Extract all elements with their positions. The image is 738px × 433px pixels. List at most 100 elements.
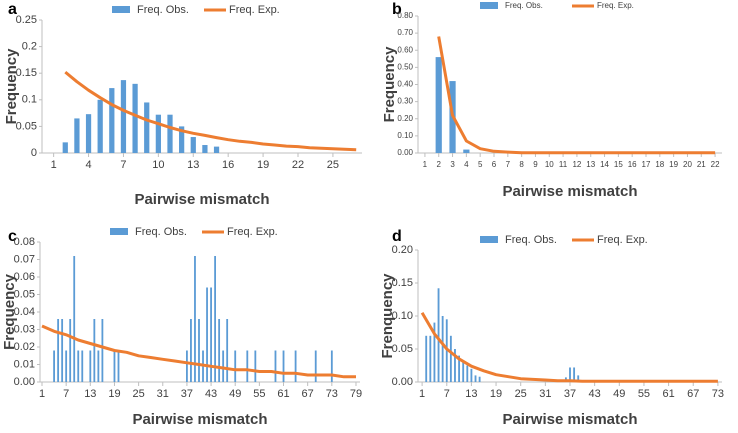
x-tick-label: 13 <box>465 388 477 400</box>
legend-swatch <box>480 2 498 9</box>
x-tick-label: 22 <box>711 160 720 169</box>
bar <box>206 287 208 382</box>
x-tick-label: 2 <box>437 160 442 169</box>
bar <box>186 350 188 382</box>
x-tick-label: 15 <box>614 160 623 169</box>
bar <box>429 335 432 382</box>
bar <box>85 114 92 153</box>
y-tick-label: 0.20 <box>397 114 413 123</box>
bar <box>470 368 473 382</box>
y-tick-label: 0.06 <box>14 271 35 283</box>
y-tick-label: 0.01 <box>14 358 35 370</box>
x-tick-label: 67 <box>302 388 314 400</box>
x-tick-label: 10 <box>545 160 554 169</box>
x-tick-label: 11 <box>559 160 568 169</box>
y-tick-label: 0.04 <box>14 306 35 318</box>
x-tick-label: 19 <box>108 388 120 400</box>
legend-swatch <box>112 6 130 13</box>
x-tick-label: 25 <box>132 388 144 400</box>
bar <box>314 350 317 382</box>
y-tick-label: 0.2 <box>22 41 37 53</box>
bar <box>73 256 76 382</box>
y-tick-label: 0.10 <box>397 131 413 140</box>
x-tick-label: 12 <box>572 160 581 169</box>
legend-label: Freq. Exp. <box>597 234 648 246</box>
x-tick-label: 49 <box>613 388 625 400</box>
bar <box>65 350 68 382</box>
bar <box>109 88 115 153</box>
legend-label: Freq. Obs. <box>505 234 557 246</box>
x-tick-label: 37 <box>181 388 193 400</box>
bar <box>435 57 442 153</box>
bar <box>214 256 216 382</box>
x-tick-label: 31 <box>539 388 551 400</box>
y-tick-label: 0.00 <box>14 376 35 388</box>
x-tick-label: 79 <box>350 388 362 400</box>
y-tick-label: 0.08 <box>14 236 35 248</box>
panel-label: a <box>8 1 17 18</box>
x-tick-label: 13 <box>586 160 595 169</box>
bar <box>210 287 212 382</box>
bar <box>155 114 161 153</box>
x-tick-label: 43 <box>205 388 217 400</box>
x-tick-label: 13 <box>84 388 96 400</box>
bar <box>62 142 68 153</box>
y-tick-label: 0.15 <box>16 67 37 79</box>
y-tick-label: 0.00 <box>397 148 413 157</box>
y-tick-label: 0.70 <box>397 28 413 37</box>
x-tick-label: 7 <box>506 160 511 169</box>
bar <box>198 319 200 382</box>
bar <box>218 319 221 382</box>
bar <box>89 350 92 382</box>
line <box>41 324 356 379</box>
panel-label: d <box>392 228 402 245</box>
x-tick-label: 10 <box>152 159 164 171</box>
legend-label: Freq. Exp. <box>229 4 280 16</box>
x-tick-label: 55 <box>638 388 650 400</box>
y-tick-label: 0.40 <box>397 80 413 89</box>
y-tick-label: 0.00 <box>392 376 413 388</box>
x-tick-label: 7 <box>63 388 69 400</box>
x-tick-label: 61 <box>662 388 674 400</box>
legend-label: Freq. Obs. <box>137 4 189 16</box>
x-tick-label: 4 <box>85 159 91 171</box>
bar <box>97 350 100 382</box>
bar <box>573 367 576 382</box>
y-tick-label: 0.1 <box>22 94 37 106</box>
y-tick-label: 0.10 <box>392 310 413 322</box>
x-tick-label: 25 <box>515 388 527 400</box>
bar <box>190 319 192 382</box>
panel-label: b <box>392 1 402 18</box>
x-tick-label: 8 <box>519 160 524 169</box>
bar <box>117 350 120 382</box>
y-tick-label: 0.05 <box>14 288 35 300</box>
y-tick-label: 0.02 <box>14 341 35 353</box>
bar <box>190 137 196 153</box>
x-tick-label: 9 <box>533 160 538 169</box>
x-tick-label: 17 <box>642 160 651 169</box>
bar <box>120 80 127 153</box>
y-tick-label: 0.60 <box>397 45 413 54</box>
bar <box>57 319 60 382</box>
bar <box>61 319 64 382</box>
bar <box>463 149 470 153</box>
bar <box>226 319 229 382</box>
x-tick-label: 13 <box>187 159 199 171</box>
legend-label: Freq. Obs. <box>505 1 543 10</box>
y-tick-label: 0.05 <box>16 120 37 132</box>
x-axis-title: Pairwise mismatch <box>132 411 267 428</box>
x-tick-label: 19 <box>669 160 678 169</box>
x-tick-label: 7 <box>444 388 450 400</box>
bar <box>69 319 72 382</box>
bar <box>113 350 116 382</box>
bar <box>77 350 80 382</box>
bar <box>577 375 580 382</box>
bar <box>81 350 84 382</box>
x-tick-label: 7 <box>120 159 126 171</box>
bar <box>101 319 104 382</box>
x-tick-label: 61 <box>277 388 289 400</box>
bar <box>222 350 225 382</box>
bar <box>74 118 80 153</box>
y-tick-label: 0.30 <box>397 97 413 106</box>
